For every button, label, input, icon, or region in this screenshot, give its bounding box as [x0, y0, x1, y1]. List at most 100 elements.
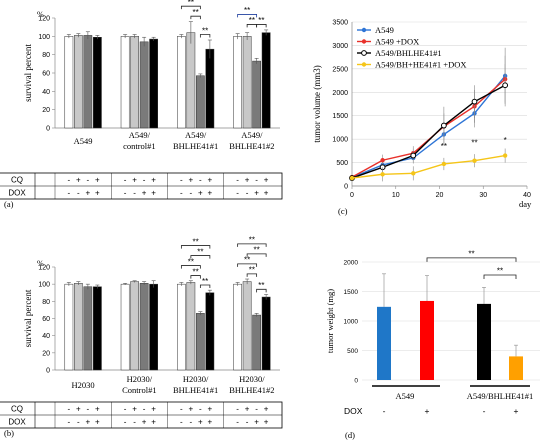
table-cell: + — [208, 405, 213, 414]
series-line — [351, 75, 506, 179]
bar — [83, 35, 93, 129]
significance-label: ** — [193, 237, 199, 246]
y-tick-label: 0 — [46, 126, 50, 133]
y-tick-label: 100 — [38, 34, 50, 41]
y-tick-label: 20 — [42, 350, 50, 357]
legend-swatch-marker — [361, 50, 367, 56]
data-point — [410, 152, 417, 159]
data-point — [440, 122, 447, 129]
table-cell: + — [95, 418, 100, 427]
significance-label: ** — [197, 247, 203, 256]
table-row-label: DOX — [8, 418, 26, 427]
table-cell: + — [264, 176, 269, 185]
group-label: A549/ — [185, 130, 207, 140]
table-cell: - — [68, 176, 71, 185]
table-cell: + — [86, 189, 91, 198]
table-cell: + — [95, 176, 100, 185]
significance-bracket — [199, 284, 211, 289]
table-cell: - — [236, 405, 239, 414]
panel-c-tumor-volume-chart: 0 500 1000 1500 2000 2500 3000 3500 0 10 20 30 40day… — [312, 20, 532, 217]
y-tick-label: 1500 — [332, 113, 348, 120]
table-cell: + — [254, 189, 259, 198]
table-cell: + — [189, 405, 194, 414]
bar — [149, 38, 158, 129]
bar — [186, 32, 196, 129]
y-tick-label: 100 — [38, 282, 50, 289]
panel-label: (a) — [4, 199, 14, 209]
group-label: A549/ — [129, 130, 151, 140]
significance-bracket — [190, 15, 201, 20]
bar — [252, 60, 261, 129]
significance-label: ** — [244, 256, 250, 265]
table-cell: - — [199, 176, 202, 185]
x-tick-label: 30 — [479, 192, 487, 199]
data-point — [441, 161, 447, 167]
y-tick-label: 1000 — [332, 137, 348, 144]
y-tick-label: 2000 — [344, 260, 359, 267]
table-cell: + — [245, 405, 250, 414]
table-cell: - — [255, 405, 258, 414]
bar — [205, 292, 215, 371]
table-cell: - — [199, 405, 202, 414]
table-cell: - — [246, 418, 249, 427]
panel-d-tumor-weight-chart: 0 500 1000 1500 2000 tumor weight (mg) ** ** A54… — [325, 249, 540, 440]
group-label: A549/ — [241, 130, 263, 140]
significance-bracket — [483, 274, 517, 279]
table-cell: - — [124, 176, 127, 185]
significance-label: ** — [193, 8, 199, 17]
data-point — [380, 158, 385, 163]
table-row-label: CQ — [11, 176, 23, 185]
table-cell: - — [255, 176, 258, 185]
table-cell: + — [264, 405, 269, 414]
bar — [242, 36, 252, 129]
table-cell: - — [77, 418, 80, 427]
bar — [74, 35, 83, 129]
significance-label: ** — [249, 236, 255, 245]
table-cell: + — [198, 418, 203, 427]
bar — [377, 306, 391, 380]
y-tick-label: 20 — [42, 107, 50, 114]
table-cell: - — [68, 418, 71, 427]
table-cell: - — [87, 176, 90, 185]
bar — [64, 36, 74, 129]
y-tick-label: 2500 — [332, 66, 348, 73]
table-cell: + — [142, 189, 147, 198]
series-2 — [349, 64, 509, 181]
group-label: BHLHE41#1 — [173, 141, 218, 151]
group-label: control#1 — [123, 141, 156, 151]
y-tick-label: 0 — [46, 368, 50, 375]
group-label: BHLHE41#1 — [173, 385, 218, 395]
y-axis-label: survival percent — [23, 44, 33, 102]
table-cell: + — [151, 418, 156, 427]
y-tick-label: 40 — [42, 333, 50, 340]
table-cell: - — [68, 189, 71, 198]
y-tick-label: 120 — [38, 265, 50, 272]
panel-a-survival-chart: 0 20 40 60 80 100 120% survival percent A549 A549… — [0, 0, 283, 209]
series-line — [351, 154, 506, 179]
table-cell: + — [76, 405, 81, 414]
group-label: A549 — [396, 391, 415, 401]
table-cell: - — [133, 189, 136, 198]
table-cell: + — [95, 405, 100, 414]
table-cell: + — [189, 176, 194, 185]
bar — [233, 36, 242, 129]
bar — [64, 283, 74, 371]
significance-bracket — [246, 273, 258, 277]
table-cell: + — [264, 418, 269, 427]
data-point — [502, 153, 508, 158]
bar — [177, 36, 186, 129]
series-1 — [349, 55, 508, 180]
legend-swatch-marker — [361, 39, 367, 44]
table-cell: + — [95, 189, 100, 198]
y-axis-label: tumor volume (mm3) — [312, 65, 322, 143]
significance-bracket — [180, 265, 201, 269]
bar — [261, 296, 271, 371]
legend-label: A549 +DOX — [375, 37, 419, 47]
table-cell: - — [143, 176, 146, 185]
bar — [509, 356, 523, 380]
bar — [139, 283, 149, 371]
bar — [196, 313, 205, 371]
y-axis-label: survival percent — [23, 289, 33, 347]
significance-label: ** — [258, 16, 264, 25]
bar — [261, 32, 271, 129]
